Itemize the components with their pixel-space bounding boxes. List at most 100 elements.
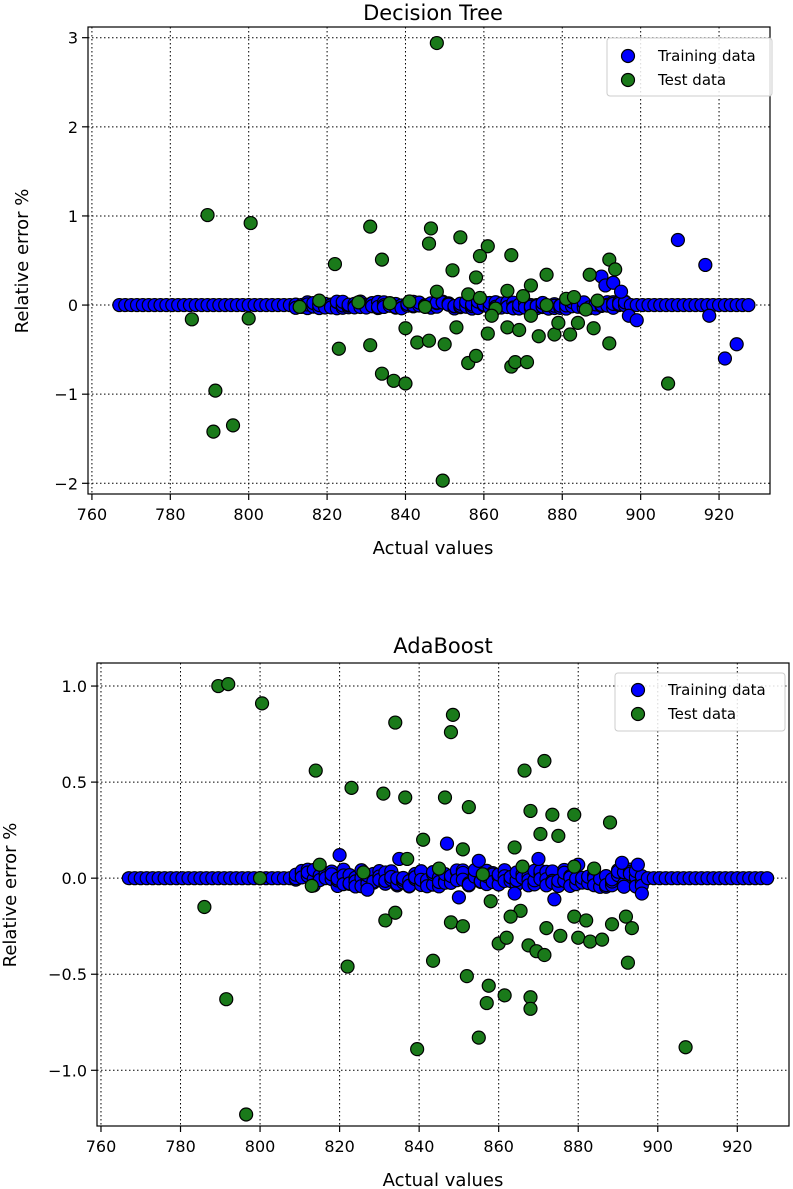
training-series [121,836,775,907]
test-point [398,376,413,391]
test-point [594,932,610,947]
training-point [741,297,756,313]
x-axis-ticks: 760 780 800 820 840 860 880 900 920 [86,1126,753,1156]
test-point [437,337,452,352]
x-tick-label: 860 [469,505,500,524]
x-tick-label: 820 [324,1137,355,1156]
test-point [225,418,241,433]
training-point [332,848,347,863]
test-point [312,293,327,308]
training-point [531,851,546,867]
x-tick-label: 780 [165,1137,196,1156]
test-point [398,321,413,336]
test-point [570,315,586,330]
legend-label-training: Training data [657,47,756,65]
test-point [604,917,620,932]
test-point [472,248,488,264]
test-point [468,348,484,363]
gridlines [97,663,789,1126]
legend-marker-training [620,48,636,64]
x-tick-label: 800 [233,505,264,524]
test-point [618,909,634,924]
test-point [471,1030,486,1045]
x-tick-label: 780 [155,505,186,524]
chart-title: AdaBoost [393,634,492,658]
test-point [566,289,582,305]
x-tick-label: 800 [245,1137,276,1156]
test-point [410,335,425,350]
test-point [200,207,215,223]
test-point [443,725,459,740]
test-point [443,915,459,930]
test-series [197,677,693,1122]
test-point [571,930,586,945]
test-point [624,921,640,936]
test-point [461,287,476,302]
test-point [374,252,390,267]
test-point [507,840,522,855]
y-axis-label: Relative error % [0,823,21,968]
test-point [398,790,413,805]
test-point [425,953,441,968]
test-point [503,909,518,924]
x-tick-label: 880 [563,1137,594,1156]
test-point [586,321,601,336]
test-point [512,322,527,338]
legend-label-test: Test data [657,71,726,89]
test-point [499,930,514,945]
test-point [587,861,602,876]
training-point [606,275,621,290]
y-axis-ticks: −2 −1 0 1 2 3 [54,29,88,493]
test-point [221,677,236,692]
test-point [531,329,546,344]
test-point [455,842,470,857]
test-point [431,861,447,876]
test-point [363,338,378,353]
decision-tree-chart: Decision Tree 760 780 800 820 840 860 880 900 92… [12,1,773,559]
test-point [567,909,582,924]
test-point [445,263,460,278]
training-point [698,257,713,273]
y-tick-label: 3 [68,29,78,48]
training-point [634,886,649,901]
test-point [539,297,554,313]
test-point [579,913,594,928]
test-point [537,753,552,769]
test-point [410,1042,425,1057]
test-point [590,293,605,308]
test-point [363,219,378,234]
test-point [551,828,566,844]
training-point [629,313,644,328]
test-point [429,35,444,51]
test-point [523,803,538,819]
training-point [630,857,645,872]
test-point [459,969,474,984]
training-point [760,871,775,886]
test-point [445,707,461,722]
legend: Training data Test data [614,672,786,732]
test-point [312,857,327,872]
plot-frame [87,26,771,495]
y-tick-label: 1.0 [62,677,87,696]
training-point [614,855,630,870]
test-point [500,320,515,335]
test-point [578,302,593,317]
test-point [523,278,539,293]
legend-label-test: Test data [667,705,736,723]
test-point [620,955,636,970]
y-tick-label: 1 [68,207,78,226]
x-axis-label: Actual values [383,1170,504,1189]
legend-label-training: Training data [667,681,766,699]
test-point [504,248,519,263]
test-point [437,790,453,805]
x-tick-label: 920 [704,505,735,524]
test-point [304,878,319,893]
training-point [507,886,522,901]
x-tick-label: 900 [625,505,656,524]
training-point [471,853,486,868]
test-point [483,894,498,909]
test-point [239,1107,254,1122]
test-point [197,899,212,915]
training-point [717,351,733,366]
y-tick-label: 2 [68,118,78,137]
